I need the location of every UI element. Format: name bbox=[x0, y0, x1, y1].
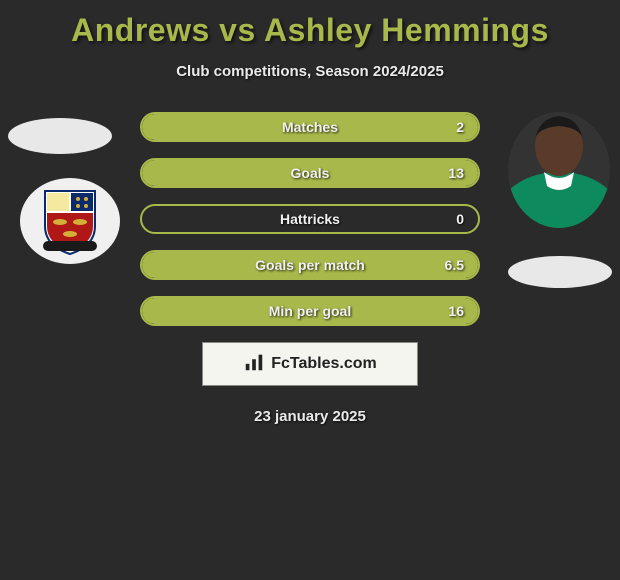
date-text: 23 january 2025 bbox=[0, 408, 620, 425]
source-badge-text: FcTables.com bbox=[271, 355, 377, 373]
stats-container: Matches 2 Goals 13 Hattricks 0 Goals per… bbox=[0, 112, 620, 425]
stat-row-min-per-goal: Min per goal 16 bbox=[140, 296, 480, 326]
page-title: Andrews vs Ashley Hemmings bbox=[0, 0, 620, 49]
stat-row-goals-per-match: Goals per match 6.5 bbox=[140, 250, 480, 280]
stat-label: Goals per match bbox=[255, 257, 365, 273]
stat-value-right: 16 bbox=[448, 303, 464, 319]
stat-label: Matches bbox=[282, 119, 338, 135]
stat-row-hattricks: Hattricks 0 bbox=[140, 204, 480, 234]
stat-label: Min per goal bbox=[269, 303, 351, 319]
stat-label: Hattricks bbox=[280, 211, 340, 227]
stat-rows: Matches 2 Goals 13 Hattricks 0 Goals per… bbox=[140, 112, 480, 326]
bar-chart-icon bbox=[243, 351, 265, 378]
stat-value-right: 2 bbox=[456, 119, 464, 135]
stat-row-goals: Goals 13 bbox=[140, 158, 480, 188]
stat-value-right: 13 bbox=[448, 165, 464, 181]
stat-value-right: 6.5 bbox=[445, 257, 464, 273]
stat-row-matches: Matches 2 bbox=[140, 112, 480, 142]
stat-label: Goals bbox=[291, 165, 330, 181]
stat-value-right: 0 bbox=[456, 211, 464, 227]
page-subtitle: Club competitions, Season 2024/2025 bbox=[0, 63, 620, 80]
source-badge: FcTables.com bbox=[202, 342, 418, 386]
